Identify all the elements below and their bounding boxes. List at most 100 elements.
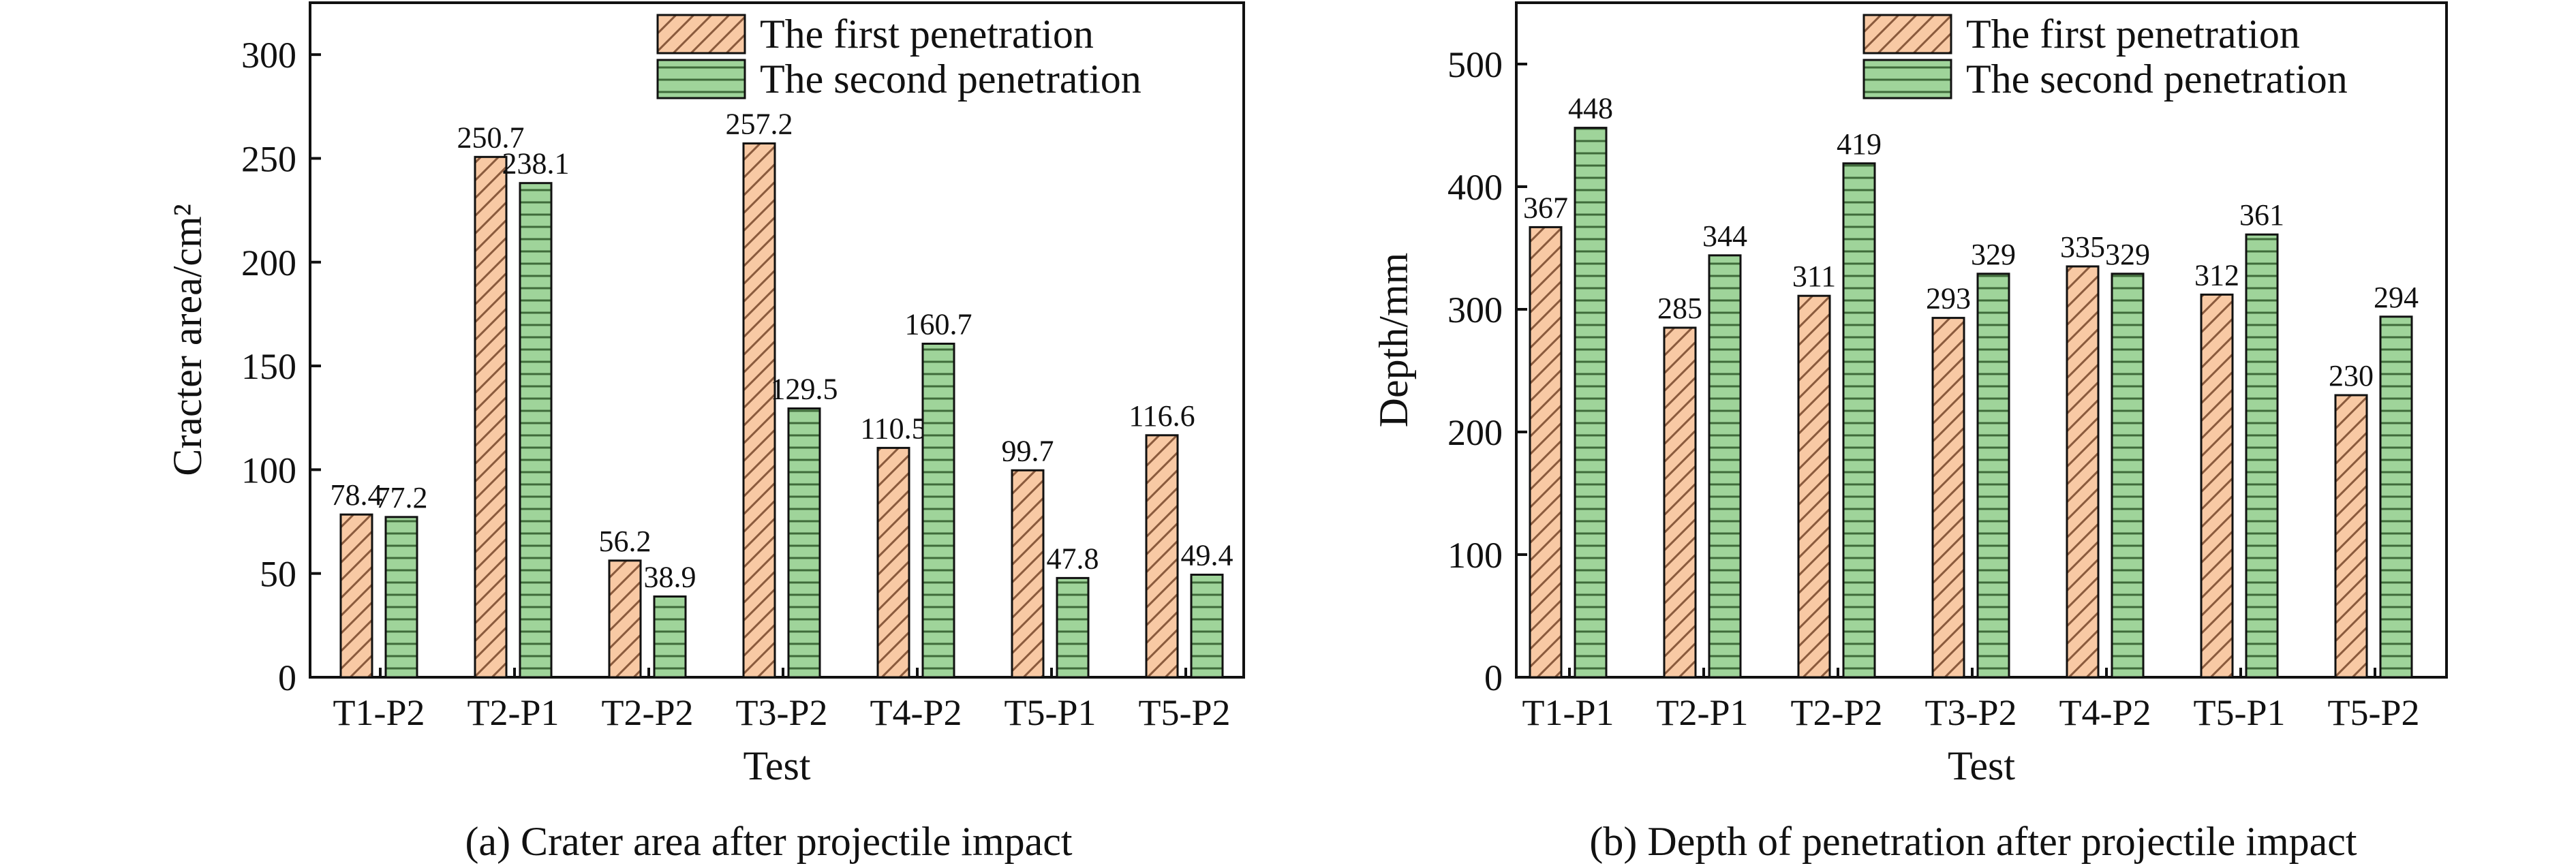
- bar-second-penetration: [921, 342, 955, 679]
- y-tick-label: 250: [241, 138, 296, 179]
- bar-value-label: 311: [1792, 260, 1836, 293]
- bar-value-label: 293: [1926, 282, 1971, 315]
- bar-second-penetration: [2245, 233, 2279, 679]
- bar-first-penetration: [1931, 317, 1965, 679]
- bar-first-penetration: [608, 559, 642, 679]
- bar-first-penetration: [1011, 469, 1045, 679]
- bar-second-penetration: [787, 407, 821, 679]
- legend-swatch-second: [656, 59, 746, 99]
- bar-value-label: 238.1: [502, 147, 570, 181]
- bar-value-label: 250.7: [457, 121, 525, 154]
- x-tick-label: T5-P1: [2194, 692, 2286, 733]
- x-tick-label: T4-P2: [2059, 692, 2151, 733]
- x-axis-title: Test: [1948, 743, 2015, 788]
- bar-first-penetration: [1145, 434, 1179, 679]
- x-tick-label: T2-P2: [1791, 692, 1883, 733]
- x-tick-label: T2-P2: [602, 692, 694, 733]
- legend-swatch-first: [1862, 14, 1952, 55]
- bar-second-penetration: [2111, 273, 2145, 679]
- bar-value-label: 110.5: [860, 412, 926, 445]
- y-tick-label: 0: [1484, 657, 1503, 698]
- bar-second-penetration: [1574, 127, 1608, 679]
- bar-value-label: 78.4: [331, 478, 383, 512]
- y-tick-label: 0: [278, 657, 296, 698]
- bar-value-label: 361: [2239, 198, 2284, 232]
- bar-first-penetration: [876, 446, 910, 679]
- legend-swatch-first: [656, 14, 746, 55]
- y-tick-label: 100: [241, 450, 296, 491]
- bar-first-penetration: [1529, 226, 1563, 679]
- bar-first-penetration: [2334, 394, 2368, 679]
- bar-value-label: 129.5: [771, 373, 838, 406]
- bar-value-label: 294: [2374, 281, 2419, 314]
- bar-second-penetration: [384, 516, 418, 679]
- bar-second-penetration: [653, 595, 687, 679]
- legend-label: The second penetration: [760, 57, 1141, 102]
- x-tick-label: T1-P1: [1522, 692, 1614, 733]
- bar-value-label: 419: [1837, 127, 1882, 161]
- bar-second-penetration: [2379, 315, 2413, 679]
- chart-crater-area: 0 50 100 150 200 250 300 78.477.2 T1-P2 250.7238.…: [165, 1, 1245, 864]
- y-tick-label: 200: [241, 243, 296, 283]
- bar-second-penetration: [1708, 254, 1742, 679]
- legend-label: The first penetration: [1966, 12, 2300, 57]
- bar-value-label: 38.9: [644, 561, 696, 594]
- x-tick-label: T4-P2: [870, 692, 962, 733]
- bar-value-label: 47.8: [1047, 542, 1099, 575]
- x-tick-label: T2-P1: [1657, 692, 1749, 733]
- bar-value-label: 312: [2194, 258, 2239, 292]
- figure-caption: (a) Crater area after projectile impact: [465, 819, 1072, 864]
- bar-first-penetration: [2200, 293, 2234, 679]
- bar-value-label: 49.4: [1181, 539, 1233, 572]
- legend-swatch-second: [1862, 59, 1952, 99]
- bar-value-label: 285: [1657, 292, 1702, 325]
- bar-second-penetration: [519, 182, 553, 679]
- bar-second-penetration: [1976, 273, 2010, 679]
- x-tick-label: T5-P1: [1005, 692, 1097, 733]
- y-tick-label: 400: [1447, 167, 1503, 208]
- legend-label: The second penetration: [1966, 57, 2348, 102]
- chart-penetration-depth: 0 100 200 300 400 500 367 448 T1-P1 285 344 T2-P1 31…: [1371, 1, 2448, 864]
- bar-value-label: 344: [1702, 219, 1747, 253]
- bar-first-penetration: [474, 155, 508, 679]
- bar-second-penetration: [1190, 574, 1224, 679]
- bar-first-penetration: [339, 513, 373, 679]
- bar-value-label: 329: [1971, 238, 2016, 271]
- x-tick-label: T1-P2: [333, 692, 425, 733]
- legend-label: The first penetration: [760, 12, 1094, 57]
- y-axis-title: Cracter area/cm²: [165, 204, 210, 476]
- x-tick-label: T5-P2: [2328, 692, 2420, 733]
- bar-first-penetration: [2066, 265, 2100, 679]
- bar-value-label: 56.2: [599, 525, 651, 558]
- bar-value-label: 257.2: [726, 108, 793, 141]
- figure-caption: (b) Depth of penetration after projectil…: [1589, 819, 2357, 864]
- x-tick-label: T3-P2: [1925, 692, 2017, 733]
- x-tick-label: T3-P2: [736, 692, 828, 733]
- y-tick-label: 200: [1447, 412, 1503, 453]
- bar-value-label: 160.7: [905, 307, 972, 341]
- bar-value-label: 99.7: [1002, 434, 1054, 467]
- bar-first-penetration: [1663, 326, 1697, 679]
- bar-value-label: 448: [1568, 92, 1613, 125]
- y-tick-label: 100: [1447, 535, 1503, 576]
- bar-value-label: 230: [2329, 359, 2374, 392]
- x-axis-title: Test: [743, 743, 810, 788]
- y-tick-label: 150: [241, 346, 296, 387]
- y-tick-label: 50: [260, 554, 296, 595]
- bar-second-penetration: [1056, 576, 1090, 679]
- y-axis-title: Depth/mm: [1371, 253, 1416, 428]
- bar-first-penetration: [1797, 294, 1831, 679]
- bar-value-label: 77.2: [375, 481, 428, 514]
- x-tick-label: T5-P2: [1139, 692, 1231, 733]
- bar-second-penetration: [1842, 162, 1876, 679]
- y-tick-label: 500: [1447, 44, 1503, 85]
- plot-frame: [309, 1, 1245, 679]
- bar-first-penetration: [742, 142, 776, 679]
- x-tick-label: T2-P1: [467, 692, 559, 733]
- y-tick-label: 300: [1447, 290, 1503, 330]
- bar-value-label: 335: [2060, 230, 2105, 264]
- bar-value-label: 329: [2105, 238, 2150, 271]
- bar-value-label: 116.6: [1129, 399, 1195, 433]
- y-tick-label: 300: [241, 35, 296, 76]
